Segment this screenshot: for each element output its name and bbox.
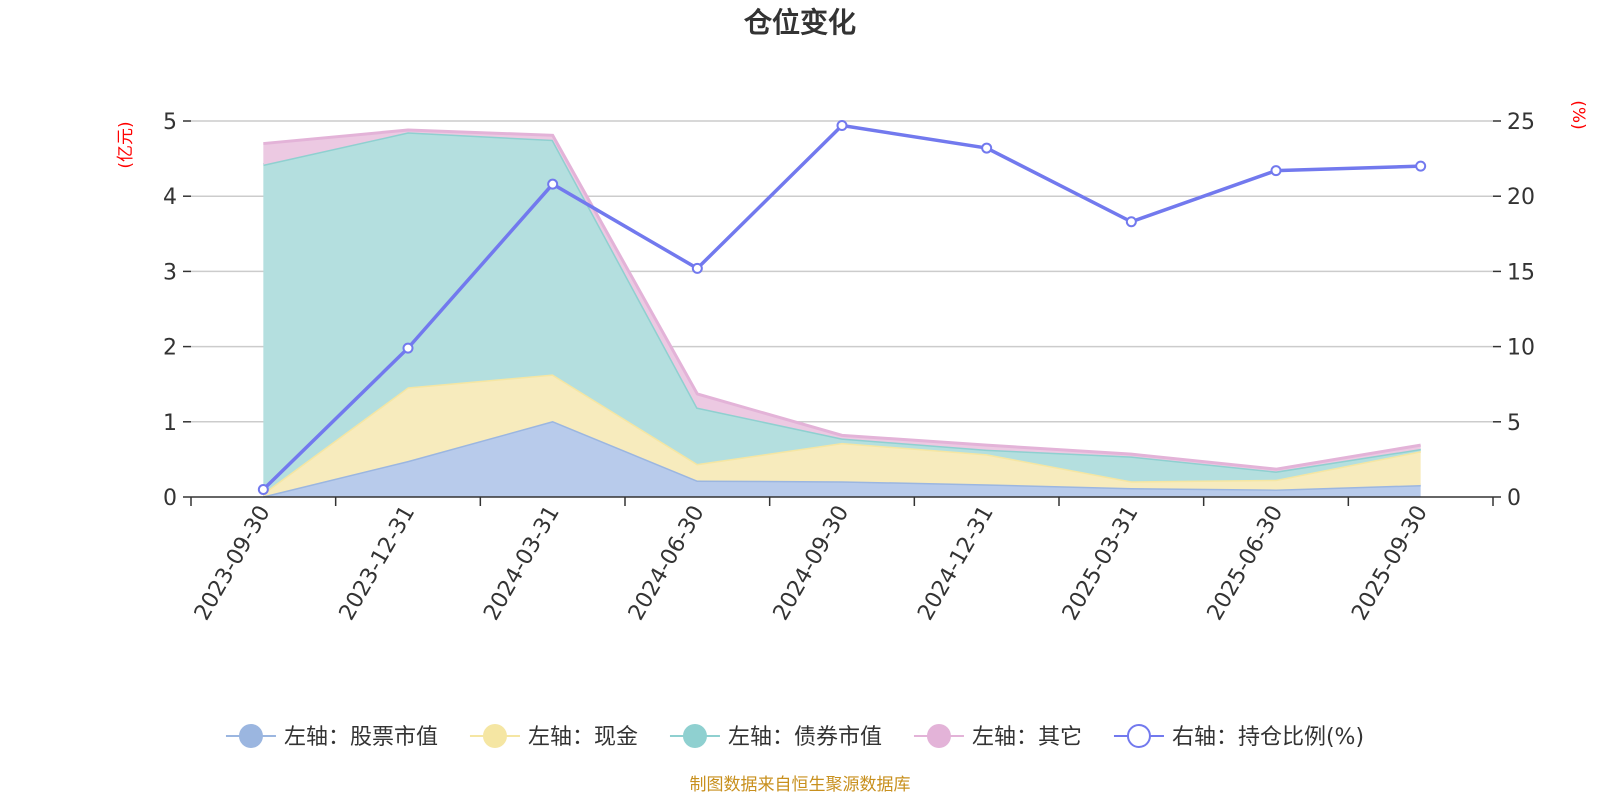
line-point (691, 262, 703, 274)
area-左轴：债券市值 (263, 132, 1421, 494)
right-axis-unit: (%) (1568, 100, 1588, 129)
line-point (1125, 216, 1137, 228)
line-point (1270, 165, 1282, 177)
legend-label: 右轴：持仓比例(%) (1172, 725, 1364, 750)
legend: 左轴：股票市值 左轴：现金 左轴：债券市值 左轴：其它 右轴：持仓比例(%) (225, 724, 1364, 750)
stacked-areas (262, 128, 1421, 498)
right-axis-tick-label: 5 (1507, 411, 1521, 436)
area-左轴：股票市值 (263, 421, 1421, 497)
right-axis-tick-label: 15 (1507, 260, 1535, 285)
left-axis-tick-label: 4 (163, 185, 177, 210)
line-point (981, 142, 993, 154)
left-axis-tick-label: 5 (163, 110, 177, 135)
left-axis-unit: (亿元) (116, 121, 136, 168)
x-axis-tick-label: 2024-12-31 (913, 502, 999, 625)
legend-item: 右轴：持仓比例(%) (1113, 724, 1364, 750)
left-axis-tick-label: 0 (163, 486, 177, 511)
x-axis-tick-label: 2025-06-30 (1203, 502, 1289, 625)
legend-item: 左轴：其它 (913, 724, 1082, 750)
x-axis-tick-label: 2024-09-30 (769, 502, 855, 625)
area-左轴：现金 (263, 374, 1421, 497)
left-axis-tick-label: 3 (163, 260, 177, 285)
x-axis-tick-label: 2024-06-30 (624, 502, 710, 625)
legend-item: 左轴：现金 (469, 724, 638, 750)
left-axis-tick-label: 1 (163, 411, 177, 436)
x-axis-tick-label: 2023-12-31 (335, 502, 421, 625)
legend-item: 左轴：股票市值 (225, 724, 438, 750)
legend-label: 左轴：债券市值 (728, 725, 882, 750)
line-point (1415, 160, 1427, 172)
area-edge-左轴：其它 (263, 128, 1421, 471)
legend-label: 左轴：股票市值 (284, 725, 438, 750)
x-axis-tick-label: 2025-03-31 (1058, 502, 1144, 625)
right-axis-tick-label: 0 (1507, 486, 1521, 511)
left-axis-tick-label: 2 (163, 336, 177, 361)
legend-label: 左轴：其它 (972, 725, 1082, 750)
legend-item: 左轴：债券市值 (669, 724, 882, 750)
line-point (402, 342, 414, 354)
chart-title: 仓位变化 (744, 6, 856, 39)
legend-circle-icon (1126, 724, 1151, 748)
x-axis-tick-label: 2024-03-31 (479, 502, 565, 625)
right-axis-tick-label: 20 (1507, 185, 1535, 210)
right-axis-tick-label: 10 (1507, 336, 1535, 361)
x-axis-tick-label: 2025-09-30 (1347, 502, 1433, 625)
legend-label: 左轴：现金 (528, 725, 638, 750)
x-axis-tick-label: 2023-09-30 (190, 502, 276, 625)
legend-swatch-icon (682, 724, 707, 748)
right-axis-tick-label: 25 (1507, 110, 1535, 135)
legend-swatch-icon (482, 724, 507, 748)
position-ratio-line (257, 120, 1427, 495)
legend-swatch-icon (926, 724, 951, 748)
line-point (547, 178, 559, 190)
legend-swatch-icon (238, 724, 263, 748)
line-point (836, 120, 848, 132)
source-note: 制图数据来自恒生聚源数据库 (690, 775, 911, 795)
line-point (257, 483, 269, 495)
